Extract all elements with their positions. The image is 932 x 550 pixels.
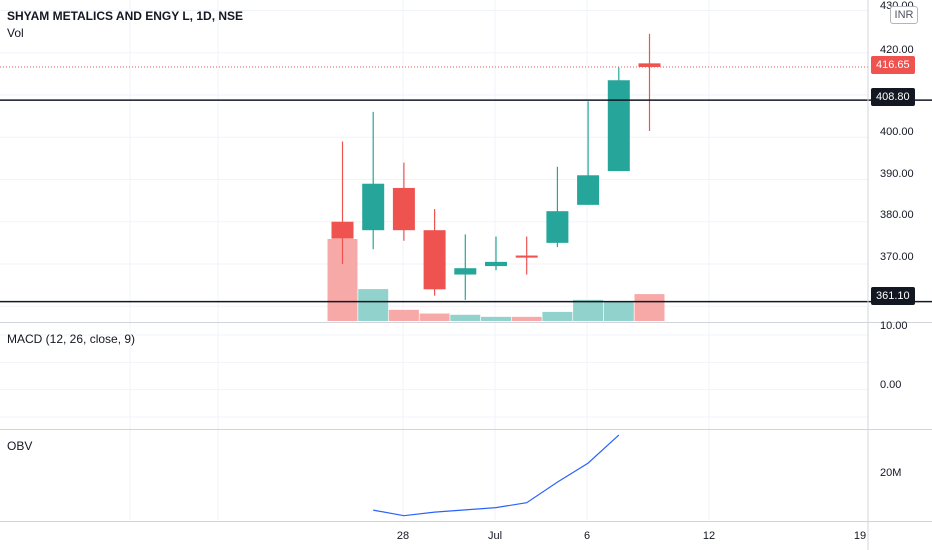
candle-body [331,221,354,239]
candle-body [546,211,569,243]
candle [607,67,630,172]
candle [577,101,600,205]
volume-bar [573,299,604,321]
candle [454,234,477,300]
volume-label[interactable]: Vol [7,26,24,40]
time-tick-12: 12 [702,530,716,542]
candle [546,166,569,248]
price-tick-400: 400.00 [880,126,914,138]
volume-bar [542,311,573,321]
candle-body [362,183,385,231]
volume-bar [511,316,542,321]
candle-body [515,255,538,258]
candle-body [577,175,600,205]
candlesticks [331,33,661,300]
volume-bar [481,316,511,321]
level-high-tag[interactable]: 408.80 [871,88,915,106]
obv-series [373,434,620,517]
candle-body [638,63,661,67]
candle-body [485,261,507,267]
candle-body [392,187,415,231]
time-tick-6: 6 [583,530,591,542]
price-tick-370: 370.00 [880,251,914,263]
macd-tick-0: 0.00 [880,379,902,391]
macd-label[interactable]: MACD (12, 26, close, 9) [7,332,136,346]
candle [485,236,507,271]
candle [362,111,385,250]
candle-body [423,230,446,290]
time-tick-19: 19 [853,530,867,542]
obv-tick-20m: 20M [880,467,902,479]
volume-bar [419,313,450,321]
volume-bars [327,239,665,321]
volume-bar [388,309,419,321]
candle [331,141,354,264]
time-tick-28: 28 [396,530,410,542]
volume-bar [603,301,634,321]
obv-line [373,434,620,517]
candle-body [454,268,477,275]
candle [638,33,661,131]
symbol-title[interactable]: SHYAM METALICS AND ENGY L, 1D, NSE [7,9,244,23]
currency-badge[interactable]: INR [890,6,918,24]
price-tick-420: 420.00 [880,44,914,56]
candle [392,162,415,241]
candle-body [607,80,630,172]
volume-bar [358,289,389,321]
last-price-tag: 416.65 [871,56,915,74]
obv-label[interactable]: OBV [7,439,33,453]
price-tick-380: 380.00 [880,209,914,221]
candle [515,236,538,275]
price-tick-390: 390.00 [880,168,914,180]
candle [423,209,446,296]
macd-tick-10: 10.00 [880,320,908,332]
price-lines [0,66,932,303]
volume-bar [634,294,665,321]
time-tick-jul: Jul [487,530,503,542]
volume-bar [450,314,481,321]
level-low-tag[interactable]: 361.10 [871,287,915,305]
